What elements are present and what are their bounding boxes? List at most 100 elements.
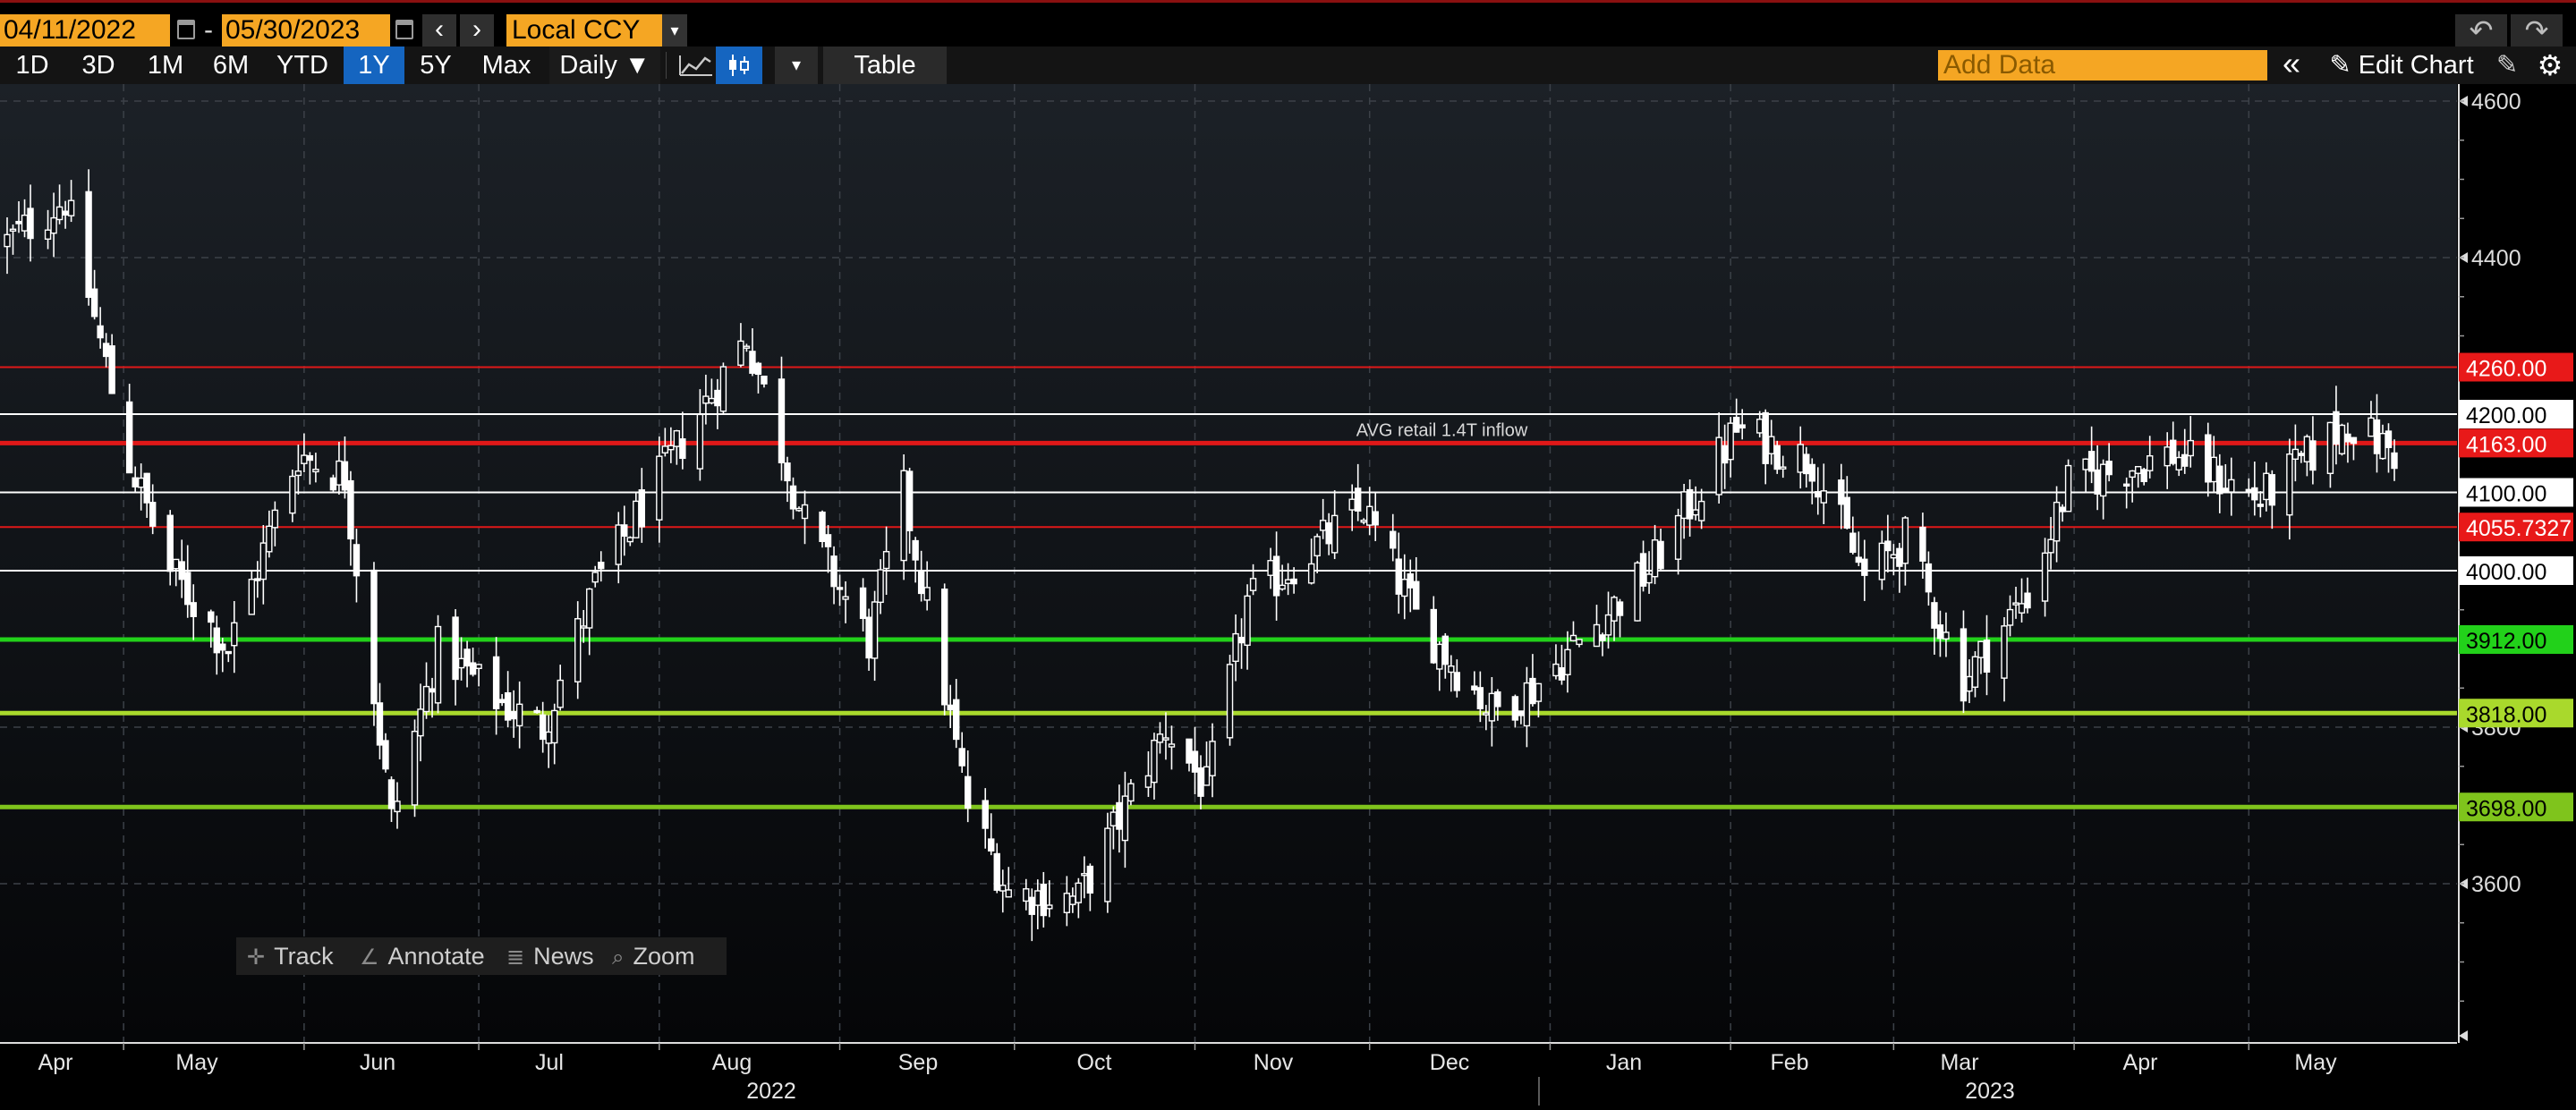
candle [1780,455,1787,479]
candle [370,562,378,726]
period-6m-button[interactable]: 6M [212,51,250,80]
period-1m-button[interactable]: 1M [147,51,184,80]
candle [1448,655,1455,692]
candle [719,362,727,414]
line-chart-icon[interactable] [678,54,714,77]
candle [1046,880,1053,918]
candle [2216,453,2223,513]
svg-text:3600: 3600 [2471,872,2521,897]
news-tool[interactable]: ≣ News [506,937,594,975]
candle [557,665,564,711]
candle [1838,463,1845,530]
candle [2001,617,2008,702]
candle [387,775,395,822]
candle [1884,514,1892,573]
chevron-down-icon[interactable]: ▾ [662,14,687,47]
candle [452,609,459,706]
candle [347,470,354,566]
pencil-icon[interactable]: ✎ [2495,51,2519,80]
candle [912,537,919,583]
candle [1307,538,1315,585]
candle [1331,490,1339,560]
candle [329,474,337,494]
undo-button[interactable]: ↶ [2455,14,2507,47]
calendar-icon[interactable] [395,20,413,39]
period-1d-button[interactable]: 1D [15,51,49,80]
candle [2187,416,2194,468]
candle [353,529,361,603]
level-label: 4055.7327 [2459,513,2573,542]
candle [2024,577,2031,614]
candle [1430,596,1437,665]
candle [1279,564,1286,591]
gear-icon[interactable]: ⚙ [2537,49,2563,81]
zoom-tool[interactable]: ⌕ Zoom [612,937,694,975]
track-label: Track [274,943,334,970]
candle [923,561,931,611]
candle [1843,476,1851,530]
x-tick-label: Jul [535,1050,564,1075]
candle [1535,682,1543,718]
edit-chart-button[interactable]: ✎ Edit Chart [2329,51,2474,80]
frequency-select[interactable]: Daily ▼ [549,47,660,84]
level-labels: 4260.00 4200.00 4163.00 4100.00 4055.7327 400… [2459,352,2573,822]
period-max-button[interactable]: Max [481,51,531,80]
add-data-input[interactable]: Add Data [1938,50,2267,80]
candle [1453,659,1461,698]
candle [754,361,762,394]
annotate-tool[interactable]: ∠ Annotate [360,937,485,975]
period-1y-button[interactable]: 1Y [344,47,404,84]
candle [737,323,744,368]
candle [1209,723,1216,798]
candle [1604,591,1612,649]
svg-text:4400: 4400 [2471,246,2521,271]
candle [1639,540,1647,592]
x-tick-label: Apr [38,1050,73,1075]
x-axis: Apr May Jun Jul Aug Sep Oct Nov Dec Jan Feb Mar Apr M… [0,1042,2457,1106]
previous-period-button[interactable]: ‹ [422,14,456,47]
end-date-input[interactable]: 05/30/2023 [222,14,390,47]
chart-type-menu[interactable] [775,47,818,84]
candlestick-chart-button[interactable] [716,47,762,84]
candle [778,356,786,481]
candle [1599,632,1606,657]
candle [190,584,197,640]
candle [1372,491,1379,542]
track-tool[interactable]: ✛ Track [247,937,334,975]
chevron-down-icon[interactable]: ▾ [791,55,802,75]
candle [2181,428,2189,474]
candle [615,512,622,584]
currency-select[interactable]: Local CCY [506,14,662,47]
candle [184,545,191,618]
calendar-icon[interactable] [177,20,195,39]
redo-button[interactable]: ↷ [2511,14,2563,47]
candle [417,683,424,762]
candle [830,546,837,605]
candle [1494,689,1501,721]
candle [225,650,232,663]
period-ytd-button[interactable]: YTD [276,51,328,80]
period-5y-button[interactable]: 5Y [420,51,452,80]
candle [394,782,401,829]
plot-background [0,84,2457,1043]
candle [515,681,523,749]
table-button-bg [823,47,947,84]
candle [859,578,867,632]
candle [2170,421,2177,466]
x-tick-label: Oct [1077,1050,1112,1075]
candle [463,640,471,688]
candle [621,505,628,556]
table-button[interactable]: Table [854,51,916,80]
candle [97,307,104,349]
candle [1249,563,1257,596]
start-date-input[interactable]: 04/11/2022 [0,14,170,47]
x-tick-label: Dec [1430,1050,1469,1075]
candlestick-chart[interactable]: AVG retail 1.4T inflow 36003800400041004… [0,84,2576,1110]
period-3d-button[interactable]: 3D [81,51,115,80]
candle [2391,439,2398,481]
next-period-button[interactable]: › [460,14,494,47]
candle [598,551,605,582]
collapse-panel-button[interactable]: « [2282,45,2301,81]
candle [4,216,11,275]
candle [1104,812,1111,913]
